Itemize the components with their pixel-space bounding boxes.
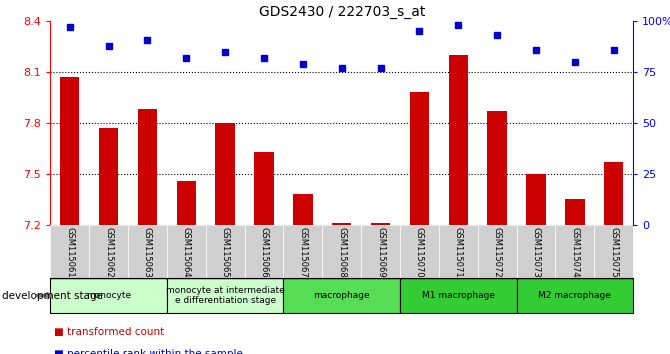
Bar <box>60 77 80 225</box>
Bar <box>449 55 468 225</box>
Text: GSM115073: GSM115073 <box>531 227 541 278</box>
Text: GSM115066: GSM115066 <box>259 227 269 278</box>
Bar <box>206 225 245 278</box>
Text: M2 macrophage: M2 macrophage <box>539 291 611 300</box>
Text: GSM115071: GSM115071 <box>454 227 463 278</box>
Bar <box>50 225 89 278</box>
Text: GSM115070: GSM115070 <box>415 227 424 278</box>
Text: GSM115061: GSM115061 <box>65 227 74 278</box>
Text: GSM115067: GSM115067 <box>298 227 308 278</box>
Bar <box>167 225 206 278</box>
Text: GSM115075: GSM115075 <box>609 227 618 278</box>
Text: macrophage: macrophage <box>314 291 370 300</box>
Bar <box>138 109 157 225</box>
Text: GSM115072: GSM115072 <box>492 227 502 278</box>
Bar <box>167 278 283 313</box>
Text: GSM115064: GSM115064 <box>182 227 191 278</box>
Text: GSM115074: GSM115074 <box>570 227 580 278</box>
Bar <box>50 278 167 313</box>
Text: development stage: development stage <box>2 291 103 301</box>
Text: GSM115065: GSM115065 <box>220 227 230 278</box>
Bar <box>400 225 439 278</box>
Text: GSM115069: GSM115069 <box>376 227 385 278</box>
Bar <box>361 225 400 278</box>
Bar <box>128 225 167 278</box>
Bar <box>255 152 273 225</box>
Bar <box>245 225 283 278</box>
Bar <box>332 223 352 225</box>
Bar <box>565 199 584 225</box>
Bar <box>322 225 361 278</box>
Bar <box>517 225 555 278</box>
Bar <box>283 278 400 313</box>
Text: M1 macrophage: M1 macrophage <box>422 291 494 300</box>
Bar <box>293 194 312 225</box>
Bar <box>478 225 517 278</box>
Bar <box>604 162 624 225</box>
Bar <box>488 111 507 225</box>
Bar <box>283 225 322 278</box>
Text: ■ transformed count: ■ transformed count <box>54 327 164 337</box>
Bar <box>527 174 545 225</box>
Bar <box>409 92 429 225</box>
Bar <box>594 225 633 278</box>
Bar <box>400 278 517 313</box>
Text: ■ percentile rank within the sample: ■ percentile rank within the sample <box>54 349 243 354</box>
Bar <box>177 181 196 225</box>
Bar <box>216 123 235 225</box>
Title: GDS2430 / 222703_s_at: GDS2430 / 222703_s_at <box>259 5 425 19</box>
Text: GSM115062: GSM115062 <box>104 227 113 278</box>
Bar <box>99 128 118 225</box>
Bar <box>89 225 128 278</box>
Text: GSM115068: GSM115068 <box>337 227 346 278</box>
Text: GSM115063: GSM115063 <box>143 227 152 278</box>
Bar <box>371 223 390 225</box>
Text: monocyte at intermediate
e differentiation stage: monocyte at intermediate e differentiati… <box>165 286 285 305</box>
Bar <box>517 278 633 313</box>
Text: monocyte: monocyte <box>86 291 131 300</box>
Bar <box>439 225 478 278</box>
Bar <box>555 225 594 278</box>
